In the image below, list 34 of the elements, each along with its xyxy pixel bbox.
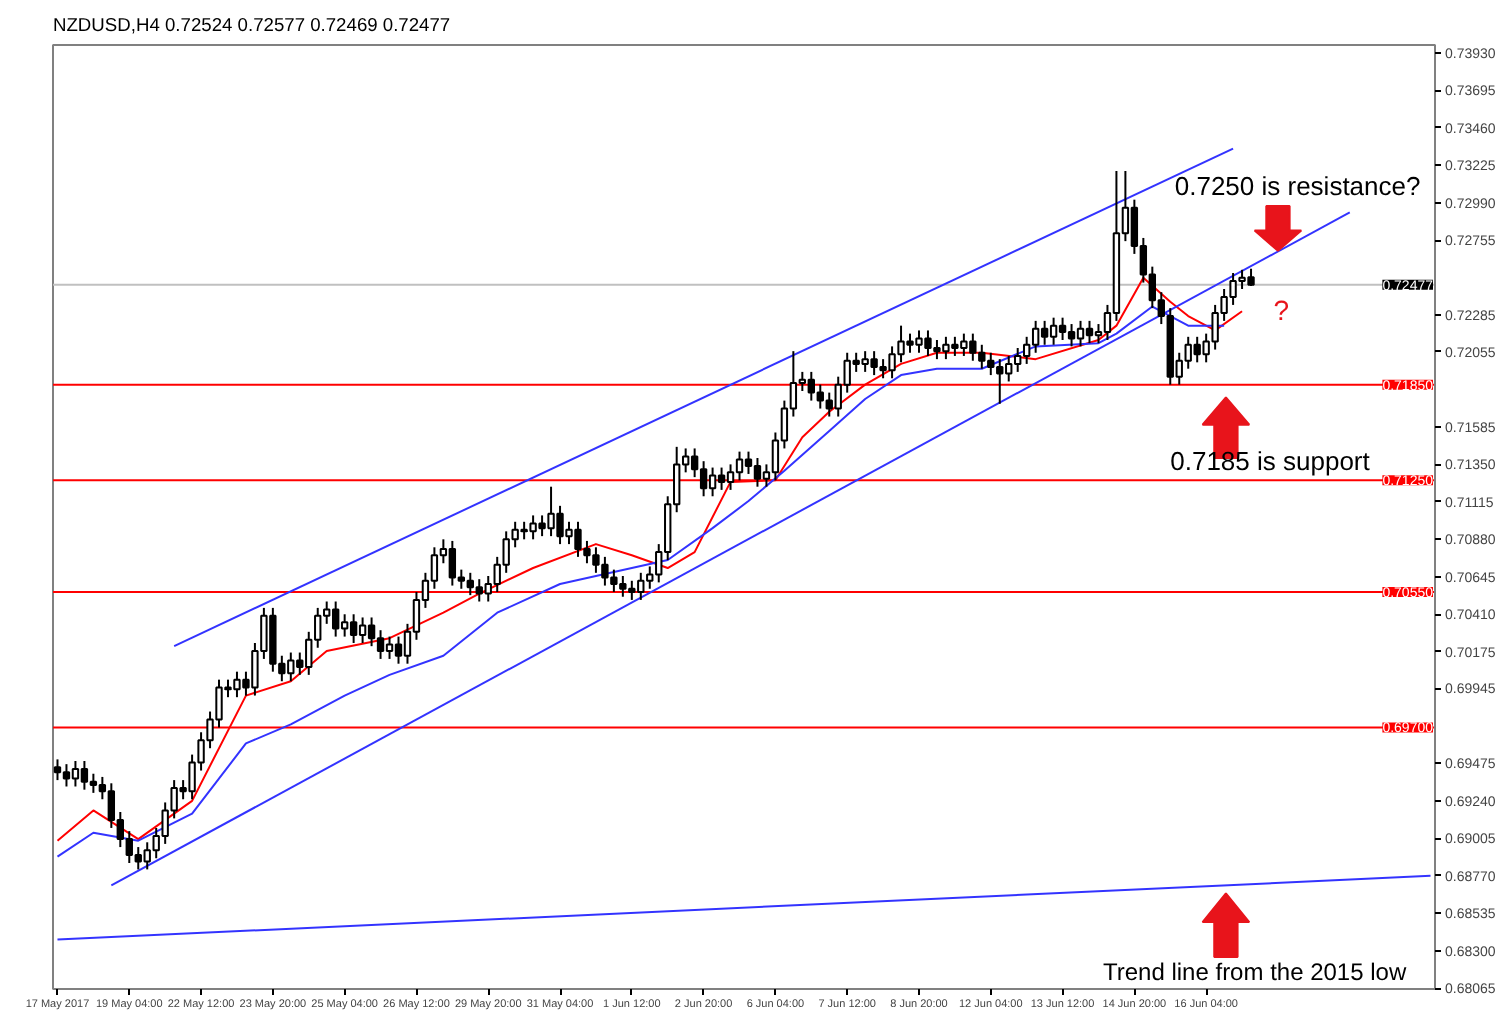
candlestick bbox=[376, 629, 385, 660]
candlestick bbox=[340, 613, 349, 638]
annotation: 0.7250 is resistance? bbox=[1174, 171, 1421, 202]
candlestick bbox=[1040, 319, 1049, 346]
candlestick bbox=[717, 466, 726, 491]
candlestick bbox=[448, 539, 457, 587]
candlestick bbox=[735, 450, 744, 482]
candlestick bbox=[80, 759, 89, 791]
candlestick bbox=[1022, 335, 1031, 365]
candlestick bbox=[385, 635, 394, 660]
candlestick bbox=[1076, 319, 1085, 348]
candlestick bbox=[89, 772, 98, 794]
candlestick bbox=[367, 616, 376, 648]
candlestick bbox=[349, 613, 358, 644]
candlestick bbox=[1067, 323, 1076, 348]
candlestick bbox=[62, 763, 71, 788]
candlestick bbox=[53, 758, 62, 782]
chart-title: NZDUSD,H4 0.72524 0.72577 0.72469 0.72477 bbox=[53, 15, 451, 35]
candlestick bbox=[1085, 319, 1094, 345]
candlestick bbox=[1058, 316, 1067, 341]
candlestick bbox=[744, 450, 753, 475]
candlestick bbox=[71, 759, 80, 788]
candlestick bbox=[726, 463, 735, 491]
candlestick bbox=[331, 600, 340, 638]
candlestick bbox=[708, 466, 717, 498]
candlestick bbox=[1049, 316, 1058, 346]
candlestick bbox=[394, 635, 403, 665]
annotation: 0.7185 is support bbox=[1170, 445, 1371, 476]
candlestick bbox=[753, 457, 762, 488]
candlestick bbox=[699, 460, 708, 498]
annotation: ? bbox=[1273, 293, 1290, 326]
candlestick bbox=[1031, 319, 1040, 354]
candlestick bbox=[358, 616, 367, 644]
annotation: Trend line from the 2015 low bbox=[1102, 957, 1407, 986]
